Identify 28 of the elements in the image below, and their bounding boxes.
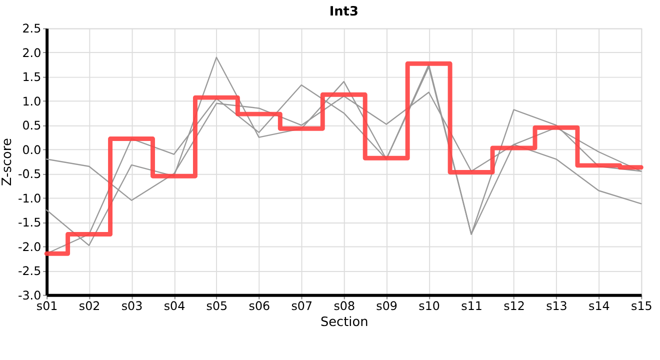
y-tick-label: -1.0 [18,191,42,206]
y-tick-label: 0.0 [22,142,42,157]
y-tick-label: 0.5 [22,118,42,133]
y-tick-label: -0.5 [18,167,42,182]
y-tick-label: -2.5 [18,264,42,278]
x-tick-label: s11 [461,299,482,314]
x-tick-label: s07 [291,299,313,314]
y-tick-label: 1.0 [22,94,42,108]
x-tick-label: s15 [631,299,652,314]
x-tick-label: s04 [164,299,186,314]
x-tick-label: s08 [334,299,356,314]
x-tick-label: s12 [504,299,525,314]
y-tick-label: 1.5 [22,70,42,84]
x-tick-label: s09 [376,299,398,314]
y-tick-label: -1.5 [18,216,42,230]
x-tick-label: s03 [121,299,143,314]
x-tick-label: s13 [546,299,568,314]
x-tick-label: s14 [588,299,610,314]
x-axis-title: Section [320,315,368,330]
chart-title: Int3 [329,4,358,20]
y-tick-label: 2.0 [22,46,42,60]
x-tick-label: s06 [248,299,270,314]
x-tick-label: s05 [206,299,228,314]
x-tick-label: s02 [78,299,100,314]
y-tick-label: 2.5 [22,22,42,36]
x-tick-label: s10 [418,299,440,314]
y-tick-label: -2.0 [18,240,42,254]
y-axis-title: Z-score [0,138,15,186]
